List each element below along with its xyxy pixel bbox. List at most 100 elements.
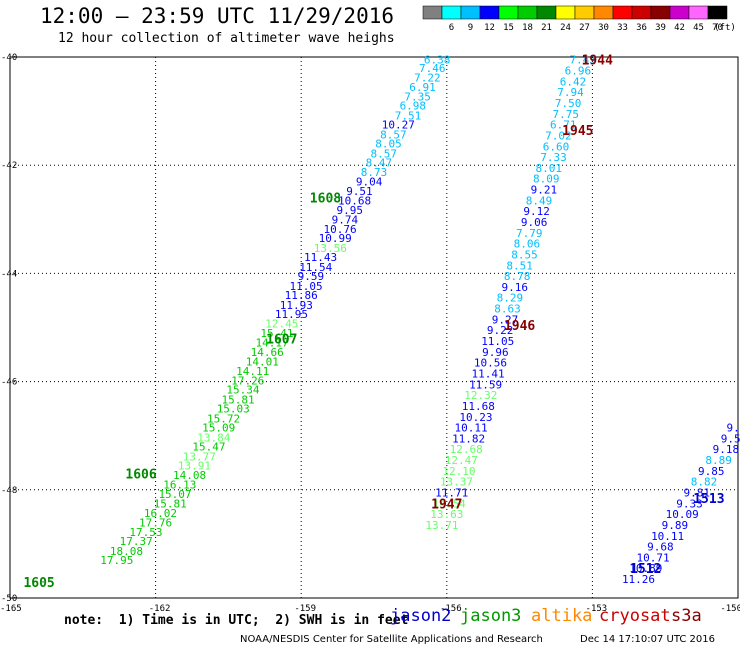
y-tick-label: -48	[1, 486, 17, 496]
wave-height-value: 7.02	[545, 129, 572, 142]
color-legend: 6 9 12 15 18 21 24 27 30 33 36 39 42 45 70(ft)	[422, 5, 736, 33]
wave-height-value: 11.43	[304, 251, 337, 264]
wave-height-value: 7.75	[552, 108, 579, 121]
wave-height-value: 9.95	[336, 204, 363, 217]
wave-height-value: 9.06	[521, 216, 548, 229]
legend-swatch	[574, 5, 595, 20]
legend-tick-label: 6	[449, 23, 454, 33]
y-tick-label: -50	[1, 594, 17, 604]
wave-height-value: 11.71	[435, 487, 468, 500]
footer-credit: NOAA/NESDIS Center for Satellite Applica…	[240, 634, 543, 645]
pass-time-label: 1608	[310, 192, 341, 207]
wave-height-value: 10.23	[459, 411, 492, 424]
wave-height-value: 9.68	[647, 541, 674, 554]
satellite-altika: altika	[531, 606, 593, 626]
pass-time-label: 1512	[630, 562, 661, 577]
wave-height-value: 9.12	[523, 205, 550, 218]
wave-height-value: 14.66	[251, 346, 284, 359]
axis-ticks: -165 -162 -159 -156 -153 -150 -40 -42 -44 -46 -48 -…	[0, 53, 740, 614]
footnote: note: 1) Time is in UTC; 2) SWH is in fe…	[64, 613, 409, 628]
wave-height-value: 7.22	[414, 72, 441, 85]
wave-height-value: 9.18	[713, 443, 740, 456]
wave-height-value: 9.27	[492, 313, 519, 326]
wave-height-value: 8.89	[705, 454, 732, 467]
wave-height-value: 10.76	[323, 223, 356, 236]
wave-height-value: 13.77	[183, 450, 216, 463]
wave-height-value: 6.96	[565, 65, 592, 78]
wave-height-value: 9.81	[683, 487, 710, 500]
wave-height-value: 9.59	[298, 270, 325, 283]
legend-tick-label: 15	[503, 23, 514, 33]
pass-time-label: 1607	[266, 332, 297, 347]
legend-swatch	[517, 5, 538, 20]
pass-time-label: 1947	[431, 497, 462, 512]
wave-height-value: 8.63	[494, 303, 521, 316]
wave-height-value: 12.68	[450, 443, 483, 456]
wave-height-value: 8.73	[361, 166, 388, 179]
legend-swatch	[479, 5, 500, 20]
wave-height-value: 13.37	[440, 476, 473, 489]
legend-swatch	[650, 5, 671, 20]
wave-height-value: 10.89	[629, 562, 662, 575]
legend-tick-label: 12	[484, 23, 495, 33]
legend-swatch	[688, 5, 709, 20]
wave-height-value: 8.78	[504, 270, 531, 283]
x-tick-label: -159	[294, 604, 316, 614]
wave-height-value: 8.57	[370, 147, 397, 160]
plot-frame	[9, 56, 739, 599]
wave-height-value: 15.47	[192, 441, 225, 454]
wave-height-value: 16.13	[163, 478, 196, 491]
satellite-s3a: s3a	[671, 606, 702, 626]
wave-height-value: 13.63	[430, 508, 463, 521]
wave-height-value: 6.98	[400, 100, 427, 113]
wave-height-value: 8.49	[526, 194, 553, 207]
wave-height-value: 9.22	[487, 324, 514, 337]
wave-height-value: 9.89	[662, 519, 689, 532]
legend-tick-label: 39	[655, 23, 666, 33]
wave-height-value: 8.55	[511, 248, 538, 261]
wave-height-value: 9.04	[356, 175, 383, 188]
wave-height-labels: 6.387.467.226.917.356.987.5110.278.578.0…	[100, 54, 740, 586]
legend-swatch	[536, 5, 557, 20]
wave-height-value: 11.95	[275, 308, 308, 321]
legend-tick-label: 21	[541, 23, 552, 33]
wave-height-value: 13.91	[178, 459, 211, 472]
wave-height-value: 17.76	[139, 516, 172, 529]
wave-height-value: 11.86	[285, 289, 318, 302]
wave-height-value: 8.82	[691, 476, 718, 489]
pass-time-label: 1946	[504, 319, 535, 334]
wave-height-value: 10.56	[474, 357, 507, 370]
legend-tick-label: 30	[598, 23, 609, 33]
wave-height-value: 15.41	[260, 327, 293, 340]
satellite-cryosat: cryosat	[599, 606, 671, 626]
wave-height-value: 9.21	[531, 184, 558, 197]
wave-height-value: 12.47	[445, 454, 478, 467]
time-labels: 1608 1607 1606 1605 1944 1945 1946 1947 1513 1512	[23, 54, 724, 591]
y-tick-label: -42	[1, 161, 17, 171]
satellite-jason3: jason3	[460, 606, 522, 626]
wave-height-value: 10.11	[455, 422, 488, 435]
legend-tick-label: 24	[560, 23, 571, 33]
wave-height-value: 11.82	[452, 432, 485, 445]
wave-height-value: 8.05	[375, 138, 402, 151]
legend-swatch	[441, 5, 462, 20]
wave-height-value: 9.5	[721, 432, 740, 445]
wave-height-value: 15.72	[207, 412, 240, 425]
wave-height-value: 8.47	[366, 156, 393, 169]
wave-height-value: 11.05	[481, 335, 514, 348]
wave-height-value: 9.16	[501, 281, 528, 294]
wave-height-value: 7.79	[516, 227, 543, 240]
wave-height-value: 9.74	[332, 213, 359, 226]
wave-height-value: 12.10	[442, 465, 475, 478]
wave-height-value: 10.11	[651, 530, 684, 543]
wave-height-value: 15.81	[222, 393, 255, 406]
wave-height-value: 15.09	[202, 422, 235, 435]
wave-height-value: 14.08	[173, 469, 206, 482]
legend-swatch	[612, 5, 633, 20]
wave-height-value: 7.51	[395, 109, 422, 122]
wave-height-value: 8.06	[514, 238, 541, 251]
legend-unit: (ft)	[714, 23, 736, 33]
legend-tick-label: 36	[636, 23, 647, 33]
wave-height-value: 17.37	[120, 535, 153, 548]
plot-border	[9, 56, 739, 599]
